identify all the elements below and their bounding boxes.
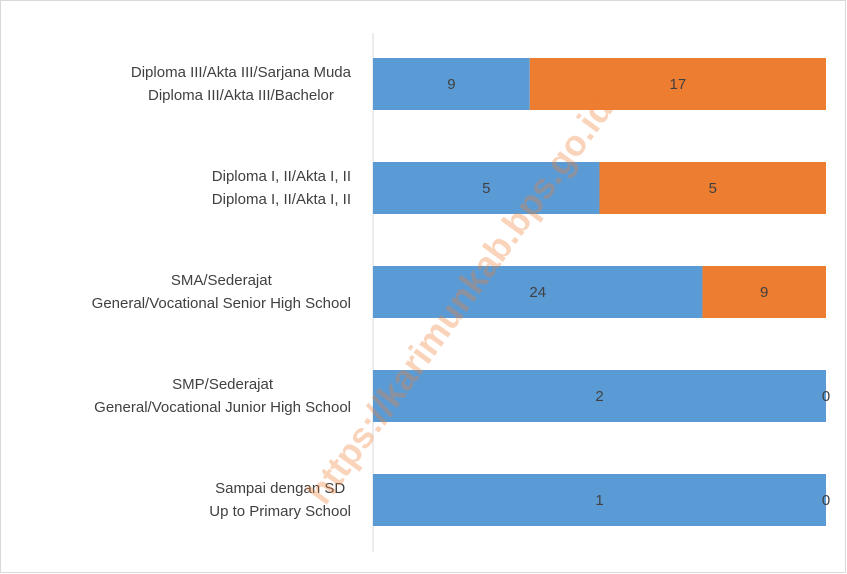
data-label: 9 bbox=[760, 284, 768, 301]
category-label: Diploma III/Akta III/Bachelor bbox=[148, 87, 334, 104]
bar-segment bbox=[373, 162, 600, 214]
category-label: Diploma I, II/Akta I, II bbox=[212, 168, 351, 185]
data-label: 5 bbox=[482, 180, 490, 197]
data-label: 9 bbox=[447, 76, 455, 93]
category-label: Sampai dengan SD bbox=[215, 480, 345, 497]
bar-segment bbox=[702, 266, 826, 318]
category-label: General/Vocational Junior High School bbox=[94, 399, 351, 416]
bar-segment bbox=[529, 58, 826, 110]
category-label: Up to Primary School bbox=[209, 503, 351, 520]
category-label: SMP/Sederajat bbox=[172, 376, 274, 393]
data-label: 24 bbox=[529, 284, 546, 301]
data-label: 17 bbox=[670, 76, 687, 93]
bar-segment bbox=[373, 370, 826, 422]
data-label: 1 bbox=[595, 492, 603, 509]
bar-segment bbox=[373, 58, 530, 110]
bar-segment bbox=[373, 266, 703, 318]
data-label: 2 bbox=[595, 388, 603, 405]
category-label: Diploma I, II/Akta I, II bbox=[212, 191, 351, 208]
category-label: SMA/Sederajat bbox=[171, 272, 273, 289]
bar-segment bbox=[373, 474, 826, 526]
data-label: 0 bbox=[822, 492, 830, 509]
category-label: General/Vocational Senior High School bbox=[92, 295, 351, 312]
bar-segment bbox=[599, 162, 826, 214]
category-label: Diploma III/Akta III/Sarjana Muda bbox=[131, 64, 352, 81]
data-label: 0 bbox=[822, 388, 830, 405]
data-label: 5 bbox=[709, 180, 717, 197]
